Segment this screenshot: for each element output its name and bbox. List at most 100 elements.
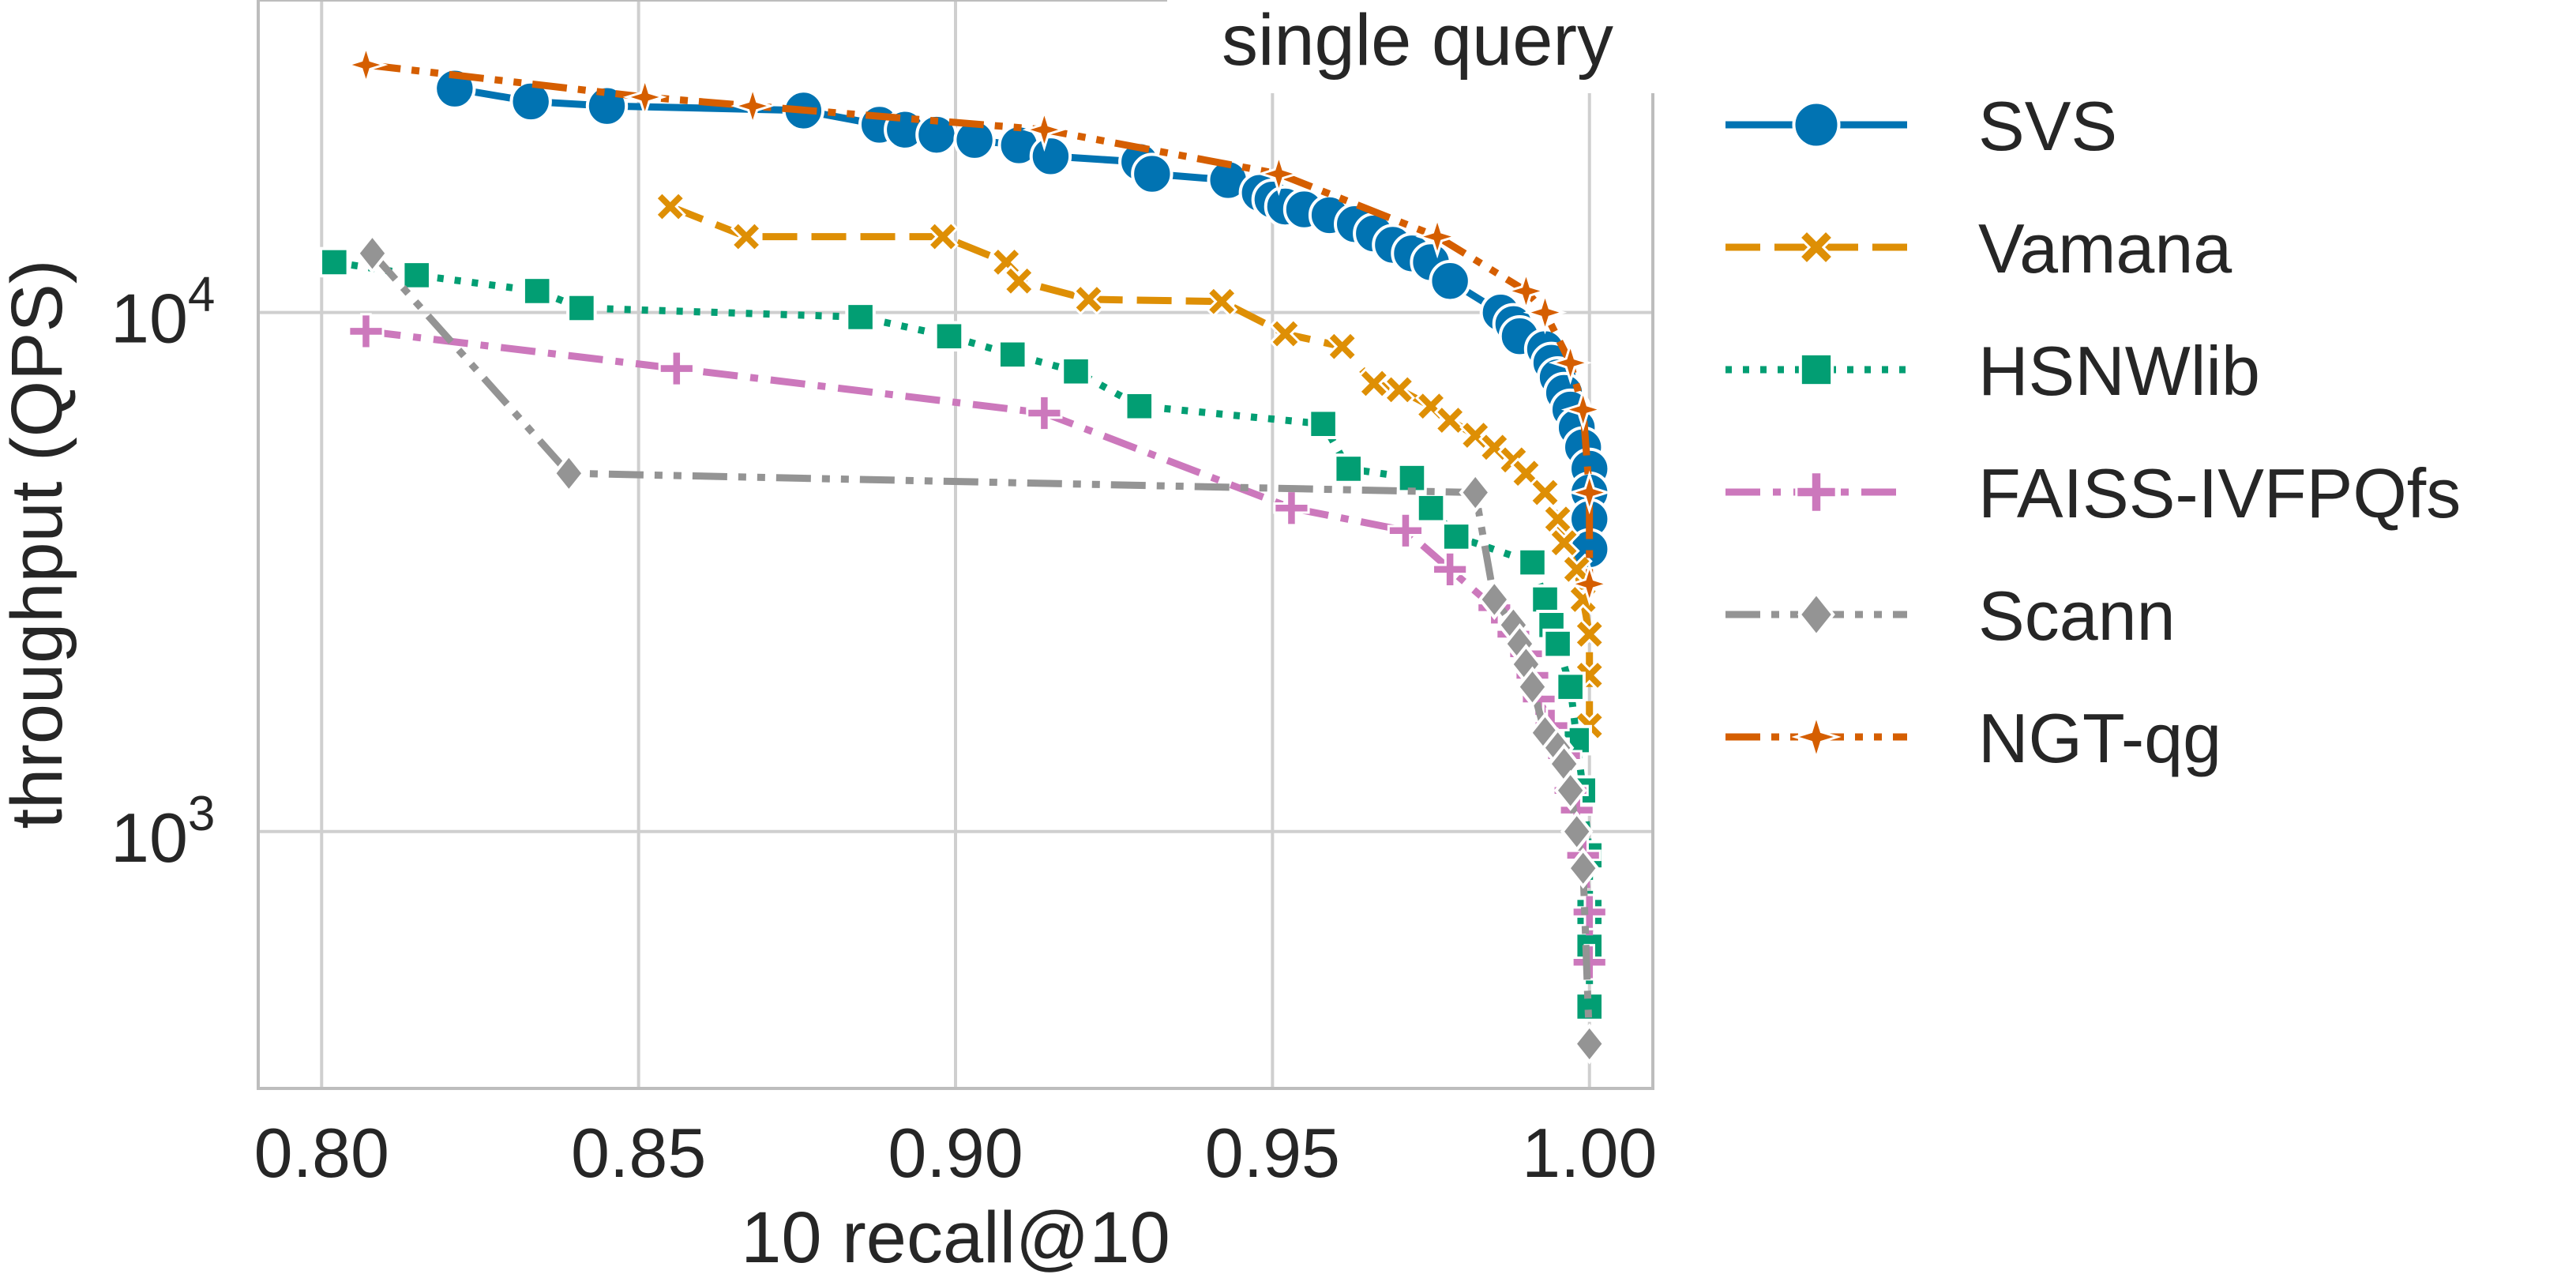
legend-label: NGT-qg bbox=[1978, 699, 2221, 777]
data-point-svs bbox=[953, 118, 996, 161]
data-point-scann bbox=[1560, 810, 1594, 852]
y-ticks: 103 104 bbox=[111, 268, 215, 877]
legend-marker-scann bbox=[1797, 591, 1835, 638]
legend-label: Vamana bbox=[1978, 209, 2232, 288]
series-vamana bbox=[654, 190, 1605, 742]
data-point-vamana bbox=[1326, 330, 1358, 363]
data-point-svs bbox=[1029, 135, 1072, 178]
legend-marker-vamana bbox=[1797, 228, 1835, 266]
legend-marker-svs bbox=[1792, 100, 1841, 149]
legend-item-svs: SVS bbox=[1725, 87, 2117, 165]
series-hsnwlib bbox=[319, 246, 1605, 1022]
x-ticks: 0.80 0.85 0.90 0.95 1.00 bbox=[254, 1114, 1658, 1192]
data-point-vamana bbox=[654, 190, 686, 223]
legend-marker-hsnwlib bbox=[1798, 351, 1834, 388]
data-point-hsnwlib bbox=[566, 292, 597, 324]
title-box bbox=[1167, 0, 1665, 93]
legend-item-vamana: Vamana bbox=[1725, 209, 2232, 288]
chart-title: single query bbox=[1222, 0, 1613, 81]
data-point-hsnwlib bbox=[1396, 462, 1428, 494]
data-point-vamana bbox=[1269, 318, 1301, 350]
data-point-scann bbox=[552, 453, 586, 494]
data-point-ngt-qg bbox=[1523, 290, 1568, 335]
data-point-scann bbox=[1566, 848, 1600, 889]
x-tick-label: 0.95 bbox=[1205, 1114, 1340, 1192]
x-tick-label: 0.90 bbox=[888, 1114, 1023, 1192]
data-point-faiss-ivfpqfs bbox=[658, 350, 695, 387]
legend-item-ngt-qg: NGT-qg bbox=[1725, 699, 2221, 777]
data-point-hsnwlib bbox=[1333, 453, 1364, 484]
x-tick-label: 0.85 bbox=[571, 1114, 706, 1192]
data-point-vamana bbox=[1072, 283, 1105, 316]
legend-label: FAISS-IVFPQfs bbox=[1978, 454, 2461, 532]
series-svs bbox=[434, 67, 1611, 570]
series-ngt-qg bbox=[344, 43, 1612, 607]
legend-item-faiss-ivfpqfs: FAISS-IVFPQfs bbox=[1725, 454, 2461, 532]
legend-item-scann: Scann bbox=[1725, 577, 2176, 655]
series-layer bbox=[319, 43, 1612, 1065]
legend-label: Scann bbox=[1978, 577, 2176, 655]
y-tick-label: 103 bbox=[111, 787, 215, 877]
data-point-hsnwlib bbox=[1061, 355, 1091, 387]
data-point-hsnwlib bbox=[1555, 671, 1586, 702]
data-point-ngt-qg bbox=[1560, 387, 1605, 432]
data-point-hsnwlib bbox=[521, 276, 553, 306]
data-point-hsnwlib bbox=[845, 302, 876, 333]
data-point-faiss-ivfpqfs bbox=[1432, 551, 1469, 588]
data-point-ngt-qg bbox=[1567, 562, 1612, 607]
data-point-vamana bbox=[1206, 285, 1238, 318]
series-line-scann bbox=[370, 250, 1594, 1044]
series-line-faiss-ivfpqfs bbox=[365, 327, 1594, 963]
data-point-hsnwlib bbox=[1530, 584, 1560, 615]
legend-item-hsnwlib: HSNWlib bbox=[1725, 332, 2260, 410]
data-point-scann bbox=[1478, 578, 1511, 620]
data-point-scann bbox=[1572, 1023, 1606, 1065]
series-line-hsnwlib bbox=[333, 258, 1594, 1007]
x-tick-label: 0.80 bbox=[254, 1114, 389, 1192]
y-tick-label: 104 bbox=[111, 268, 215, 358]
data-point-faiss-ivfpqfs bbox=[1026, 394, 1063, 432]
data-point-vamana bbox=[1003, 265, 1035, 297]
data-point-svs bbox=[1429, 260, 1471, 303]
data-point-svs bbox=[509, 80, 552, 123]
legend-label: HSNWlib bbox=[1978, 332, 2260, 410]
data-point-ngt-qg bbox=[344, 43, 389, 87]
data-point-faiss-ivfpqfs bbox=[1273, 490, 1310, 527]
data-point-hsnwlib bbox=[401, 260, 432, 291]
data-point-hsnwlib bbox=[933, 321, 965, 351]
y-axis-label: throughput (QPS) bbox=[0, 259, 77, 829]
data-point-hsnwlib bbox=[1415, 492, 1447, 524]
data-point-hsnwlib bbox=[1440, 521, 1472, 552]
data-point-vamana bbox=[1383, 374, 1416, 406]
data-point-vamana bbox=[730, 220, 763, 253]
data-point-faiss-ivfpqfs bbox=[1387, 512, 1425, 549]
data-point-ngt-qg bbox=[730, 84, 775, 128]
data-point-hsnwlib bbox=[997, 339, 1028, 370]
data-point-scann bbox=[1515, 666, 1549, 708]
data-point-hsnwlib bbox=[1517, 547, 1548, 578]
plot-frame bbox=[257, 0, 1654, 1090]
series-scann bbox=[355, 232, 1606, 1065]
data-point-hsnwlib bbox=[1124, 390, 1155, 422]
data-point-ngt-qg bbox=[1504, 269, 1549, 314]
data-point-hsnwlib bbox=[1308, 408, 1339, 440]
data-point-ngt-qg bbox=[1022, 107, 1067, 152]
data-point-faiss-ivfpqfs bbox=[1571, 893, 1608, 930]
legend: SVS Vamana HSNWlib FAISS-IVFPQfs Scann NGT-qg bbox=[1725, 87, 2461, 777]
data-point-vamana bbox=[1529, 476, 1561, 509]
x-axis-label: 10 recall@10 bbox=[741, 1197, 1170, 1278]
data-point-ngt-qg bbox=[622, 75, 667, 119]
legend-label: SVS bbox=[1978, 87, 2117, 165]
legend-marker-faiss-ivfpqfs bbox=[1795, 471, 1838, 513]
data-point-ngt-qg bbox=[1415, 214, 1459, 259]
data-point-ngt-qg bbox=[1567, 470, 1612, 515]
data-point-vamana bbox=[1573, 618, 1605, 651]
data-point-hsnwlib bbox=[319, 246, 350, 278]
data-point-vamana bbox=[1548, 527, 1580, 559]
data-point-hsnwlib bbox=[1542, 628, 1573, 660]
data-point-scann bbox=[1459, 472, 1493, 513]
data-point-vamana bbox=[1357, 367, 1390, 400]
data-point-scann bbox=[1553, 769, 1587, 811]
data-point-ngt-qg bbox=[1256, 152, 1301, 196]
